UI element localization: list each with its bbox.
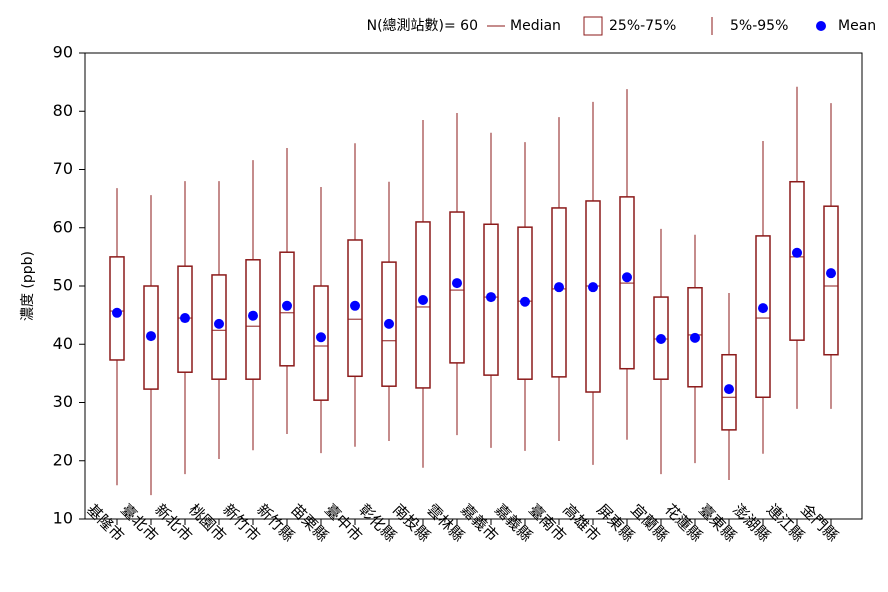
box	[109, 256, 125, 361]
y-tick-label: 30	[53, 392, 73, 411]
mean	[758, 303, 768, 314]
y-tick-label: 40	[53, 334, 73, 353]
box	[211, 274, 227, 380]
x-tick-label: 屏東縣	[593, 500, 638, 545]
box	[347, 239, 363, 378]
mean	[180, 313, 190, 324]
y-tick-label: 50	[53, 276, 73, 295]
mean	[384, 318, 394, 329]
x-tick-label: 桃園市	[185, 500, 230, 545]
x-tick-label: 連江縣	[763, 500, 808, 545]
mean	[112, 307, 122, 318]
plot-frame	[84, 52, 863, 520]
mean	[146, 331, 156, 342]
x-tick-label: 高雄市	[559, 500, 604, 545]
y-tick-label: 60	[53, 217, 73, 236]
x-tick-label: 嘉義縣	[491, 500, 536, 545]
mean	[520, 296, 530, 307]
mean	[214, 318, 224, 329]
legend-mean: Mean	[838, 18, 876, 34]
box	[483, 223, 499, 376]
legend-box: 25%-75%	[609, 18, 676, 34]
mean	[418, 294, 428, 305]
box	[721, 353, 737, 431]
mean	[452, 278, 462, 289]
legend-box-icon	[583, 16, 603, 36]
x-tick-label: 苗栗縣	[287, 500, 332, 545]
y-tick-label: 80	[53, 101, 73, 120]
x-tick-label: 南投縣	[389, 500, 434, 545]
x-tick-label: 金門縣	[797, 500, 842, 545]
y-tick-label: 20	[53, 450, 73, 469]
x-tick-label: 澎湖縣	[729, 500, 774, 545]
x-tick-label: 宜蘭縣	[627, 500, 672, 545]
y-axis-label: 濃度 (ppb)	[20, 251, 36, 321]
mean	[656, 334, 666, 345]
y-tick-label: 10	[53, 509, 73, 528]
box	[313, 285, 329, 401]
box	[415, 221, 431, 389]
mean	[350, 300, 360, 311]
box	[449, 211, 465, 364]
mean	[554, 282, 564, 293]
x-tick-label: 花蓮縣	[661, 500, 706, 545]
box	[517, 226, 533, 380]
mean	[486, 292, 496, 303]
mean	[792, 247, 802, 258]
y-tick-label: 90	[53, 43, 73, 62]
mean	[622, 272, 632, 283]
box	[381, 261, 397, 387]
x-tick-label: 臺南市	[525, 500, 570, 545]
x-tick-label: 基隆市	[83, 500, 128, 545]
x-tick-label: 臺北市	[117, 500, 162, 545]
box	[687, 286, 703, 388]
box	[177, 265, 193, 373]
x-tick-label: 雲林縣	[423, 500, 468, 545]
box	[245, 259, 261, 380]
x-tick-label: 彰化縣	[355, 500, 400, 545]
box	[551, 207, 567, 378]
legend-note: N(總測站數)= 60	[367, 17, 478, 34]
box	[279, 251, 295, 367]
legend-whisker: 5%-95%	[730, 18, 788, 34]
x-tick-label: 新竹市	[219, 500, 264, 545]
x-tick-label: 臺東縣	[695, 500, 740, 545]
mean	[826, 268, 836, 279]
x-tick-label: 臺中市	[321, 500, 366, 545]
legend-mean-icon	[816, 21, 826, 31]
x-tick-label: 嘉義市	[457, 500, 502, 545]
x-tick-label: 新竹縣	[253, 500, 298, 545]
mean	[690, 332, 700, 343]
mean	[724, 384, 734, 395]
mean	[316, 332, 326, 343]
box	[585, 200, 601, 393]
legend-median: Median	[510, 18, 561, 34]
box	[789, 180, 805, 341]
mean	[588, 282, 598, 293]
box	[653, 296, 669, 380]
y-tick-label: 70	[53, 159, 73, 178]
mean	[248, 310, 258, 321]
mean	[282, 300, 292, 311]
box	[755, 235, 771, 399]
box	[823, 205, 839, 356]
x-tick-label: 新北市	[151, 500, 196, 545]
